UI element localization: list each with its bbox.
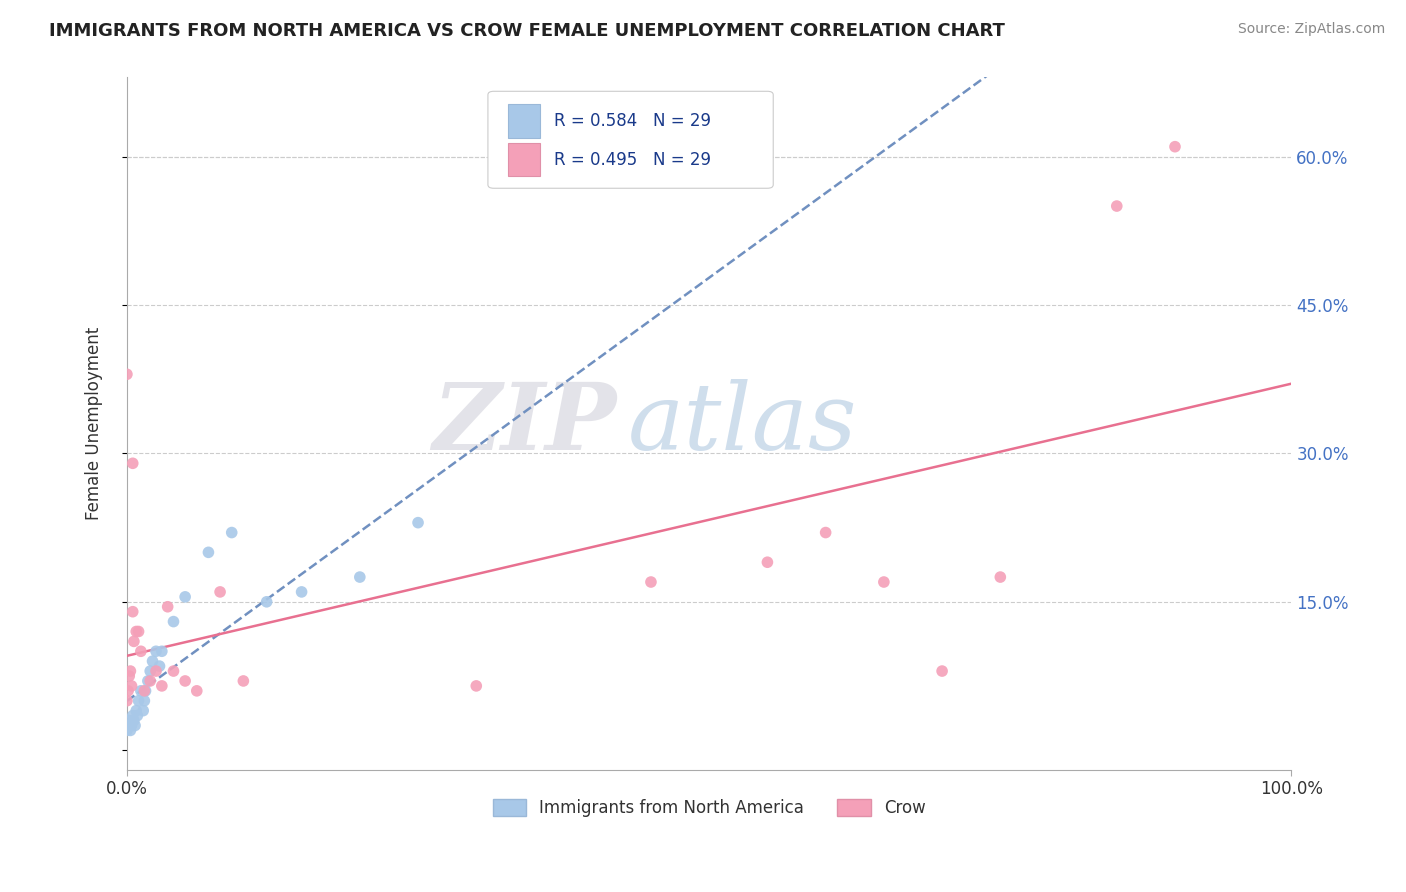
Point <box>640 574 662 589</box>
Point <box>125 624 148 639</box>
Point <box>121 708 143 723</box>
Point <box>150 679 173 693</box>
Point <box>291 585 314 599</box>
Point <box>139 664 162 678</box>
Point <box>150 644 173 658</box>
Point <box>129 683 152 698</box>
Point <box>349 570 371 584</box>
Text: R = 0.584   N = 29: R = 0.584 N = 29 <box>554 112 711 130</box>
Point <box>1164 139 1187 153</box>
Point <box>814 525 837 540</box>
Y-axis label: Female Unemployment: Female Unemployment <box>86 327 103 520</box>
Point <box>162 664 184 678</box>
Point <box>465 679 488 693</box>
Point <box>931 664 953 678</box>
Point <box>115 694 138 708</box>
Point <box>221 525 243 540</box>
Text: atlas: atlas <box>627 379 858 468</box>
Point <box>756 555 779 569</box>
Point <box>121 718 143 732</box>
Point <box>115 723 138 738</box>
Point <box>134 683 156 698</box>
Point <box>121 605 143 619</box>
Point <box>232 673 254 688</box>
Point <box>122 714 145 728</box>
Point <box>115 368 138 382</box>
Point <box>127 708 149 723</box>
Legend: Immigrants from North America, Crow: Immigrants from North America, Crow <box>486 792 932 824</box>
Point <box>186 683 208 698</box>
Point <box>145 644 167 658</box>
Point <box>406 516 429 530</box>
Point <box>129 644 152 658</box>
Bar <box>508 104 540 137</box>
Point <box>139 673 162 688</box>
Point <box>120 664 142 678</box>
Point <box>117 718 139 732</box>
Point <box>134 694 156 708</box>
Text: Source: ZipAtlas.com: Source: ZipAtlas.com <box>1237 22 1385 37</box>
Point <box>209 585 232 599</box>
Point <box>145 664 167 678</box>
Point <box>124 718 146 732</box>
Point <box>148 659 170 673</box>
Point <box>174 673 197 688</box>
Text: IMMIGRANTS FROM NORTH AMERICA VS CROW FEMALE UNEMPLOYMENT CORRELATION CHART: IMMIGRANTS FROM NORTH AMERICA VS CROW FE… <box>49 22 1005 40</box>
Text: ZIP: ZIP <box>432 379 616 468</box>
Point <box>141 654 163 668</box>
Point <box>125 704 148 718</box>
Point <box>162 615 184 629</box>
Point <box>197 545 219 559</box>
Point <box>120 723 142 738</box>
Point <box>128 624 150 639</box>
Point <box>118 714 141 728</box>
Point <box>256 595 278 609</box>
Point <box>135 683 157 698</box>
Point <box>1105 199 1128 213</box>
Point <box>121 679 143 693</box>
Point <box>174 590 197 604</box>
Point <box>118 669 141 683</box>
Point <box>132 704 155 718</box>
Point <box>122 634 145 648</box>
Point <box>156 599 179 614</box>
Point <box>121 456 143 470</box>
Point <box>117 683 139 698</box>
Point <box>128 694 150 708</box>
FancyBboxPatch shape <box>488 91 773 188</box>
Text: R = 0.495   N = 29: R = 0.495 N = 29 <box>554 151 711 169</box>
Bar <box>508 144 540 177</box>
Point <box>136 673 159 688</box>
Point <box>873 574 896 589</box>
Point <box>988 570 1011 584</box>
